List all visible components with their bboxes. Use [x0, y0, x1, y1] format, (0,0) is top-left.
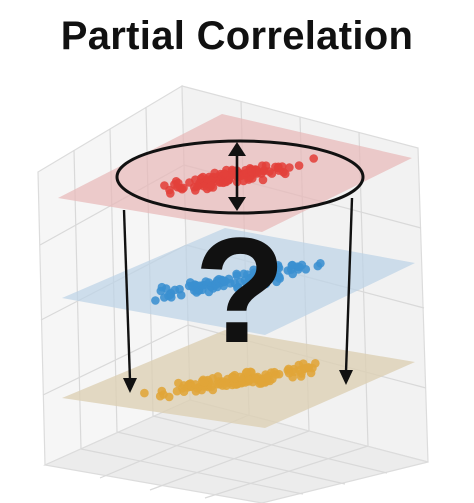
middle-point — [250, 268, 259, 278]
middle-point — [232, 269, 241, 279]
question-mark: ? — [194, 206, 286, 374]
bottom-point — [140, 388, 149, 398]
middle-point — [313, 261, 323, 271]
bottom-point — [242, 367, 251, 377]
top-point — [166, 189, 175, 198]
middle-point — [287, 261, 297, 270]
bottom-point — [271, 370, 281, 379]
bottom-point — [191, 380, 200, 389]
middle-point — [192, 288, 201, 297]
middle-point — [175, 284, 184, 294]
bottom-point — [284, 368, 294, 378]
bottom-point — [221, 377, 230, 387]
top-point — [294, 161, 304, 170]
middle-point — [156, 286, 166, 296]
bottom-point — [164, 392, 174, 402]
top-point — [265, 167, 274, 176]
ellipse-outline — [115, 139, 365, 215]
top-point — [210, 168, 219, 178]
bottom-point — [200, 378, 209, 387]
top-point — [207, 181, 216, 190]
top-point — [193, 182, 202, 191]
top-point — [309, 154, 319, 163]
middle-point — [211, 280, 220, 290]
down-arrow-icon-right — [339, 197, 354, 385]
middle-point — [268, 269, 277, 279]
top-point — [257, 161, 267, 170]
middle-point — [259, 267, 268, 276]
middle-point — [151, 296, 160, 305]
top-point — [202, 175, 212, 184]
top-point — [174, 178, 183, 188]
middle-point — [201, 277, 211, 286]
top-point — [228, 170, 238, 180]
middle-point — [167, 293, 176, 302]
bottom-point — [207, 382, 216, 391]
middle-point — [272, 277, 281, 287]
top-point — [177, 184, 187, 194]
box-floor — [42, 399, 429, 503]
top-point — [247, 167, 256, 176]
bottom-scatter — [140, 359, 320, 402]
down-arrow-icon-left — [122, 209, 137, 393]
middle-scatter — [151, 259, 325, 305]
bottom-point — [179, 387, 189, 397]
vertical-double-arrow-icon — [228, 142, 246, 211]
bottom-point — [304, 363, 314, 372]
top-point — [239, 170, 248, 180]
bottom-point — [245, 375, 254, 385]
top-point — [285, 163, 294, 172]
page-title: Partial Correlation — [60, 14, 414, 58]
middle-point — [219, 276, 229, 286]
bottom-point — [235, 372, 245, 382]
top-scatter — [160, 154, 319, 198]
middle-point — [274, 263, 284, 273]
top-point — [274, 166, 284, 175]
top-point — [219, 169, 229, 179]
middle-point — [160, 293, 169, 302]
middle-point — [288, 269, 298, 279]
middle-point — [295, 262, 304, 272]
bottom-point — [256, 377, 266, 387]
middle-point — [239, 269, 249, 279]
